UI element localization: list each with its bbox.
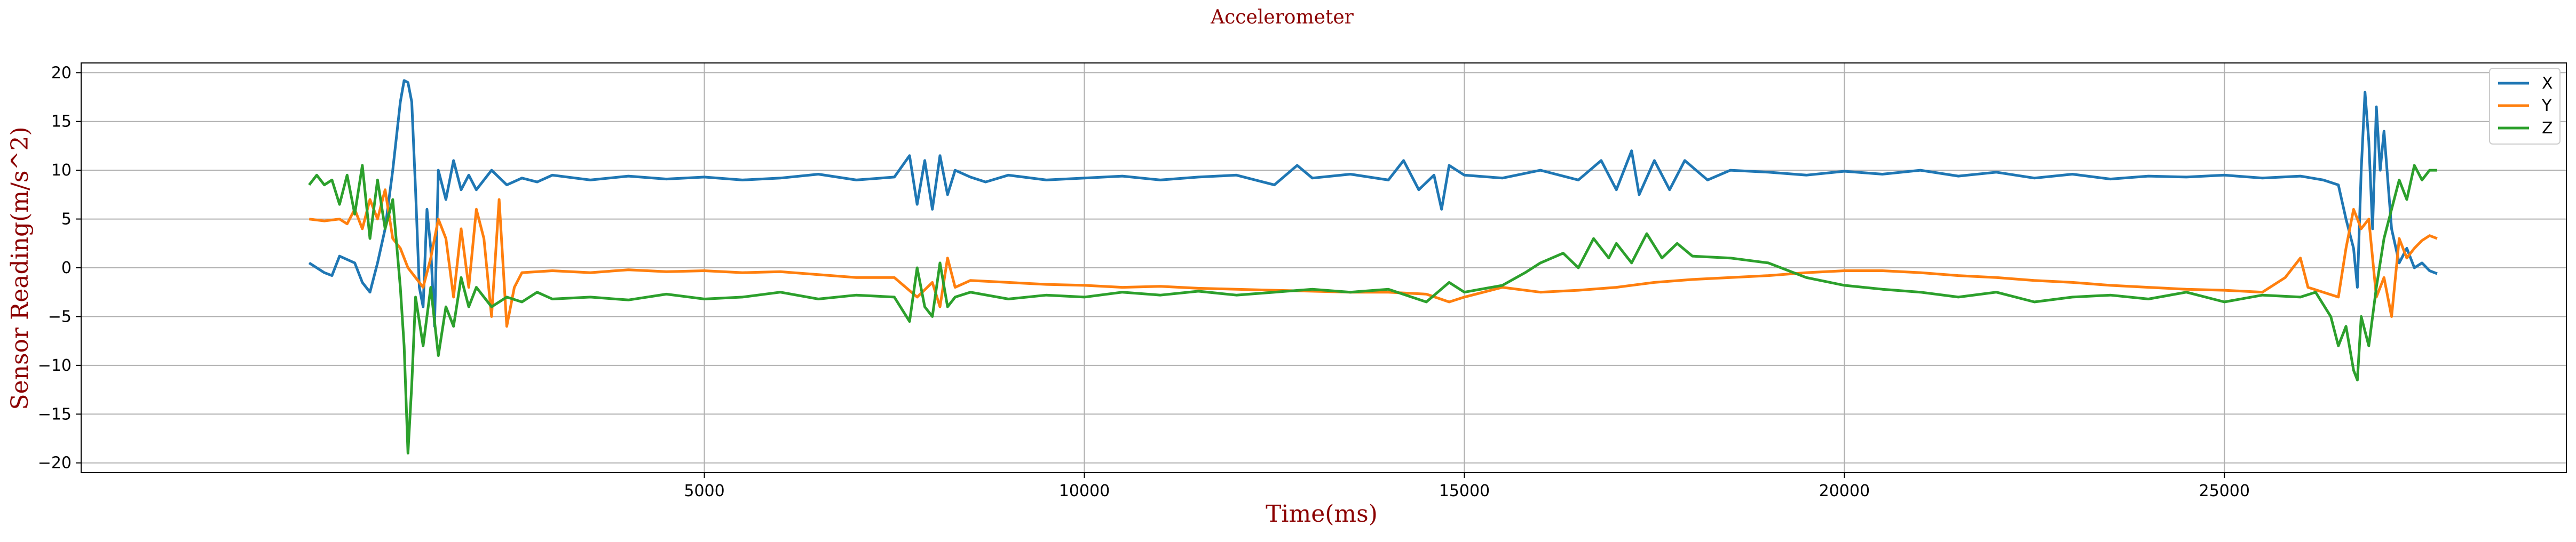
legend: XYZ (2489, 68, 2561, 145)
x-tick-label: 5000 (684, 482, 724, 500)
y-tick-label: 0 (61, 259, 72, 277)
x-tick-label: 10000 (1059, 482, 1110, 500)
chart-title: Accelerometer (1210, 6, 1354, 28)
y-tick-label: −15 (38, 405, 72, 424)
legend-label-z: Z (2542, 119, 2553, 138)
series-lines (308, 79, 2438, 455)
series-line-z (308, 164, 2437, 455)
axis-ticks: 5000 10000 15000 20000 25000 −20 −15 −10 −5 0 5 10 1… (38, 63, 2250, 500)
x-tick-label: 25000 (2199, 482, 2250, 500)
x-tick-label: 20000 (1819, 482, 1870, 500)
x-axis-label: Time(ms) (1266, 500, 1378, 528)
y-axis-label: Sensor Reading(m/s^2) (6, 126, 34, 410)
y-tick-label: −5 (48, 307, 72, 326)
legend-label-x: X (2542, 74, 2553, 93)
y-tick-label: 15 (51, 113, 72, 131)
grid-lines (81, 63, 2566, 473)
y-tick-label: −10 (38, 356, 72, 375)
y-tick-label: 10 (51, 161, 72, 180)
legend-label-y: Y (2541, 97, 2552, 115)
y-tick-label: 5 (61, 210, 72, 229)
series-line-y (309, 188, 2438, 328)
y-tick-label: −20 (38, 454, 72, 473)
x-tick-label: 15000 (1439, 482, 1490, 500)
y-tick-label: 20 (51, 63, 72, 82)
